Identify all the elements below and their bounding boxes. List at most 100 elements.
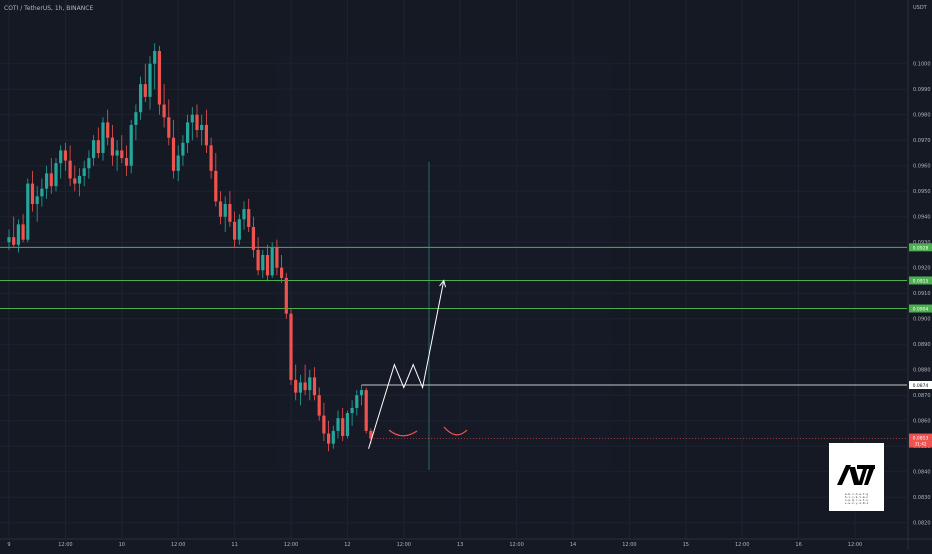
double-bottom-arc (443, 426, 468, 436)
x-tick-label: 10 (119, 542, 125, 548)
y-tick-label: 0.0900 (913, 317, 931, 323)
candle-body (303, 382, 307, 391)
candle-body (298, 382, 302, 393)
logo-text-line: v-w-x-y-z-0-1 (844, 501, 869, 505)
candle-body (364, 390, 368, 431)
candle-body (49, 173, 53, 187)
candle-body (181, 142, 185, 156)
x-tick-label: 12:00 (735, 542, 749, 548)
candle-body (7, 237, 11, 243)
double-bottom-arc (388, 429, 418, 437)
candle-body (359, 390, 364, 396)
y-tick-label: 0.0870 (913, 393, 931, 399)
level-price-tag (909, 276, 932, 285)
candle-body (218, 201, 223, 217)
logo-text: a-b-c-d-e-f-g h-i-j-k-l-m-n o-p-q-r-s-t-… (829, 493, 884, 505)
candle-body (26, 183, 30, 240)
level-price-label: 0.0915 (913, 278, 929, 284)
resistance-price-tag (909, 381, 932, 390)
y-tick-label: 0.0970 (913, 138, 931, 144)
candle-body (228, 203, 232, 222)
candle-body (355, 395, 359, 408)
candle-body (162, 104, 166, 118)
candle-body (209, 145, 213, 171)
level-price-label: 0.0928 (913, 245, 929, 251)
bar-countdown-label: 31:42 (914, 442, 926, 447)
candle-body (110, 137, 114, 156)
candle-body (157, 50, 161, 105)
candle-body (54, 163, 58, 187)
projection-arrowhead (439, 279, 446, 288)
candle-body (96, 140, 100, 153)
candle-body (73, 178, 77, 184)
y-tick-label: 0.0990 (913, 87, 931, 93)
level-price-label: 0.0904 (913, 307, 929, 313)
x-tick-label: 12 (344, 542, 350, 548)
candle-body (59, 150, 63, 164)
current-price-tag (909, 433, 932, 448)
candle-body (345, 413, 349, 437)
candle-body (294, 379, 298, 393)
candle-body (265, 254, 270, 276)
candle-body (171, 137, 176, 171)
y-tick-label: 0.0940 (913, 215, 931, 221)
candle-body (190, 114, 194, 123)
y-tick-label: 0.0890 (913, 342, 931, 348)
candle-body (120, 150, 124, 159)
level-price-tag (909, 304, 932, 313)
y-tick-label: 0.0910 (913, 291, 931, 297)
candle-body (68, 160, 72, 179)
candle-body (322, 415, 326, 434)
logo-box: a-b-c-d-e-f-g h-i-j-k-l-m-n o-p-q-r-s-t-… (829, 443, 884, 511)
logo-text-line: h-i-j-k-l-m-n (844, 495, 869, 499)
candle-body (284, 277, 288, 314)
candle-body (308, 377, 312, 391)
y-tick-label: 0.0830 (913, 495, 931, 501)
candle-body (82, 168, 86, 176)
candle-body (195, 114, 199, 131)
candle-body (327, 433, 331, 444)
y-tick-label: 0.0820 (913, 521, 931, 527)
candle-body (124, 158, 129, 166)
resistance-price-label: 0.0874 (913, 383, 929, 389)
candle-body (115, 150, 119, 156)
y-tick-label: 0.0960 (913, 164, 931, 170)
x-tick-label: 16 (795, 542, 801, 548)
candle-body (129, 124, 133, 166)
candle-body (87, 158, 91, 169)
level-price-tag (909, 243, 932, 252)
x-tick-label: 13 (457, 542, 463, 548)
candle-body (223, 203, 227, 217)
x-tick-label: 15 (683, 542, 689, 548)
x-tick-label: 12:00 (509, 542, 523, 548)
candle-body (204, 124, 208, 146)
y-tick-label: 0.1000 (913, 62, 931, 68)
candle-body (341, 418, 345, 437)
x-tick-label: 12:00 (284, 542, 298, 548)
x-tick-label: 12:00 (58, 542, 72, 548)
logo-text-line: a-b-c-d-e-f-g (844, 492, 869, 496)
candle-body (106, 122, 110, 138)
candle-body (214, 170, 218, 202)
y-unit-label: USDT (913, 5, 928, 11)
candle-body (247, 209, 251, 227)
candle-body (143, 84, 147, 97)
x-tick-label: 11 (231, 542, 237, 548)
x-tick-label: 12:00 (171, 542, 185, 548)
candle-body (176, 155, 180, 171)
candle-body (275, 247, 279, 268)
y-tick-label: 0.0860 (913, 419, 931, 425)
current-price-label: 0.0853 (913, 436, 929, 442)
candle-body (35, 196, 39, 204)
candle-body (153, 50, 157, 64)
candle-body (40, 188, 44, 197)
candle-body (261, 254, 265, 271)
x-tick-label: 12:00 (397, 542, 411, 548)
y-tick-label: 0.0880 (913, 368, 931, 374)
logo-text-line: o-p-q-r-s-t-u (844, 498, 869, 502)
candle-body (270, 247, 274, 276)
candle-body (350, 407, 354, 414)
